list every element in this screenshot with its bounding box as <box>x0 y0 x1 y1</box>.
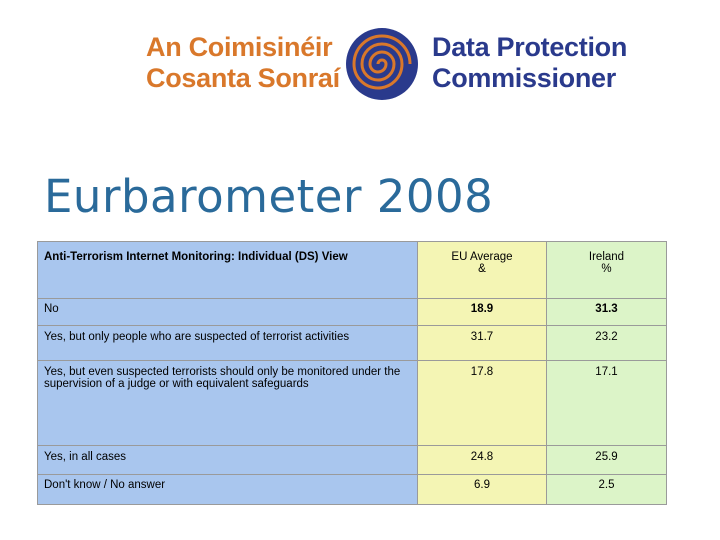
row-ireland-value: 31.3 <box>546 298 667 326</box>
row-eu-value: 18.9 <box>417 298 547 326</box>
spiral-emblem-icon <box>346 28 418 100</box>
header-ireland-line2: % <box>601 263 612 275</box>
row-ireland-value: 23.2 <box>546 325 667 361</box>
header-question: Anti-Terrorism Internet Monitoring: Indi… <box>37 241 418 299</box>
row-eu-value: 31.7 <box>417 325 547 361</box>
logo-irish-name: An Coimisinéir Cosanta Sonraí <box>146 32 340 94</box>
table-header-row: Anti-Terrorism Internet Monitoring: Indi… <box>37 241 667 299</box>
row-ireland-value: 2.5 <box>546 474 667 505</box>
survey-table: Anti-Terrorism Internet Monitoring: Indi… <box>37 241 667 505</box>
header-eu-line2: & <box>478 263 486 275</box>
logo-english-line2: Commissioner <box>432 63 616 93</box>
page-title: Eurbarometer 2008 <box>44 170 494 223</box>
row-label: No <box>37 298 418 326</box>
header-eu-line1: EU Average <box>451 251 513 263</box>
row-eu-value: 17.8 <box>417 360 547 446</box>
table-row: Don't know / No answer 6.9 2.5 <box>37 474 667 505</box>
logo: An Coimisinéir Cosanta Sonraí Data Prote… <box>146 28 636 100</box>
logo-english-line1: Data Protection <box>432 32 628 62</box>
header-ireland-line1: Ireland <box>588 251 625 263</box>
table-row: Yes, but only people who are suspected o… <box>37 325 667 361</box>
table-row: Yes, in all cases 24.8 25.9 <box>37 445 667 475</box>
table-row: Yes, but even suspected terrorists shoul… <box>37 360 667 446</box>
row-eu-value: 24.8 <box>417 445 547 475</box>
row-eu-value: 6.9 <box>417 474 547 505</box>
row-label: Yes, but even suspected terrorists shoul… <box>37 360 418 446</box>
logo-english-name: Data Protection Commissioner <box>432 32 627 94</box>
header-eu-average: EU Average & <box>417 241 547 299</box>
logo-irish-line1: An Coimisinéir <box>146 32 333 62</box>
header-ireland: Ireland % <box>546 241 667 299</box>
table-row: No 18.9 31.3 <box>37 298 667 326</box>
logo-irish-line2: Cosanta Sonraí <box>146 63 340 93</box>
row-label: Don't know / No answer <box>37 474 418 505</box>
row-label: Yes, but only people who are suspected o… <box>37 325 418 361</box>
row-label: Yes, in all cases <box>37 445 418 475</box>
row-ireland-value: 17.1 <box>546 360 667 446</box>
row-ireland-value: 25.9 <box>546 445 667 475</box>
